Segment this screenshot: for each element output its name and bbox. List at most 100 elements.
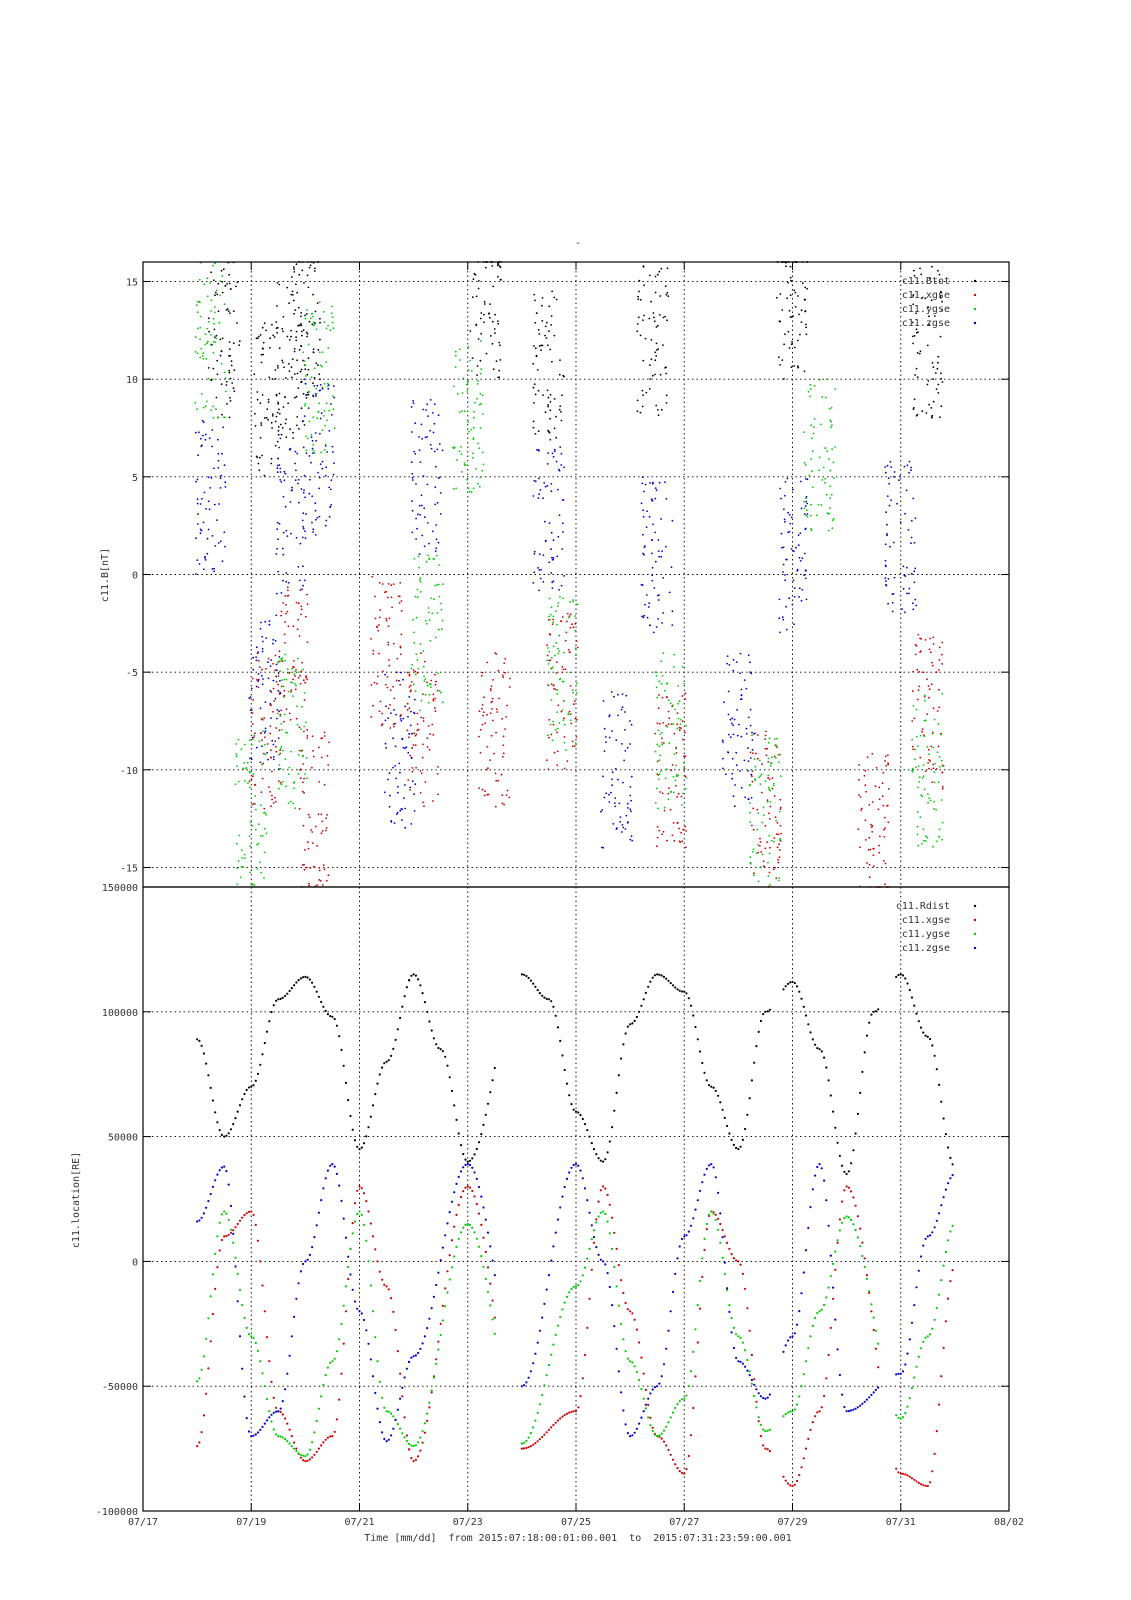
top-point <box>573 703 575 705</box>
top-point <box>485 352 488 355</box>
top-point <box>221 452 223 455</box>
bottom-point <box>755 1406 758 1409</box>
bottom-point <box>293 1447 296 1450</box>
top-point <box>301 519 304 522</box>
bottom-point <box>581 1177 584 1180</box>
bottom-point <box>712 1166 715 1169</box>
top-point <box>284 595 287 597</box>
top-point <box>575 640 578 642</box>
bottom-point <box>290 1435 293 1438</box>
top-point <box>604 736 607 738</box>
top-point <box>211 568 214 570</box>
top-point <box>255 646 258 649</box>
bottom-point <box>250 1435 253 1438</box>
top-point <box>790 516 793 519</box>
top-point <box>756 757 759 760</box>
top-point <box>323 783 326 786</box>
top-point <box>214 545 217 547</box>
top-point <box>206 277 209 280</box>
bottom-point <box>863 1051 866 1054</box>
top-point <box>678 840 681 843</box>
top-point <box>504 728 506 730</box>
top-point <box>555 436 558 439</box>
top-point <box>277 683 280 686</box>
top-point <box>903 611 906 614</box>
bottom-point <box>705 1222 708 1226</box>
top-point <box>225 380 228 383</box>
bottom-point <box>755 1400 758 1403</box>
top-point <box>434 636 437 639</box>
top-point <box>474 401 476 404</box>
top-point <box>932 366 935 368</box>
bottom-point <box>680 1237 684 1241</box>
top-point <box>924 770 927 772</box>
top-point <box>267 661 269 664</box>
bottom-point <box>854 1132 857 1135</box>
top-point <box>758 776 761 779</box>
top-point <box>640 502 643 505</box>
bottom-point <box>629 1435 632 1438</box>
bottom-point <box>782 1350 785 1353</box>
bottom-point <box>768 1428 772 1431</box>
bottom-point <box>196 1445 199 1448</box>
top-point <box>641 482 644 485</box>
bottom-point <box>689 1004 693 1007</box>
bottom-point <box>523 1384 526 1387</box>
top-point <box>656 349 658 351</box>
top-point <box>275 663 278 666</box>
bottom-point <box>629 1023 632 1026</box>
top-point <box>549 348 551 351</box>
top-point <box>204 333 207 335</box>
bottom-point <box>574 1110 578 1113</box>
top-point <box>301 790 304 793</box>
top-point <box>427 701 430 704</box>
top-point <box>269 702 272 705</box>
bottom-point <box>270 1380 273 1383</box>
top-point <box>790 279 792 282</box>
top-point <box>732 658 735 661</box>
top-point <box>546 654 549 657</box>
top-point <box>254 425 257 427</box>
bottom-point <box>471 1157 474 1160</box>
top-point <box>205 357 208 360</box>
top-point <box>325 327 328 330</box>
bottom-point <box>392 1415 395 1418</box>
top-point <box>642 265 645 268</box>
bottom-point <box>232 1241 235 1244</box>
top-point <box>489 335 492 337</box>
top-point <box>283 366 285 369</box>
bottom-point <box>250 1335 253 1338</box>
bottom-point <box>252 1084 255 1087</box>
top-point <box>288 766 291 769</box>
bottom-point <box>556 1324 560 1327</box>
top-y-tick-label: 5 <box>132 473 138 484</box>
top-point <box>898 479 900 482</box>
top-point <box>548 431 551 434</box>
bottom-point <box>284 1388 287 1391</box>
top-point <box>203 283 206 286</box>
top-point <box>650 358 653 361</box>
top-point <box>301 661 303 664</box>
bottom-point <box>419 1436 422 1439</box>
bottom-point <box>766 1448 769 1451</box>
top-point <box>199 532 202 535</box>
top-point <box>300 488 303 490</box>
top-point <box>558 408 561 411</box>
bottom-point <box>852 1223 855 1226</box>
top-point <box>735 764 738 767</box>
top-point <box>548 561 551 564</box>
top-point <box>465 383 468 386</box>
top-point <box>667 723 670 725</box>
top-point <box>919 651 921 654</box>
bottom-point <box>459 1231 463 1234</box>
top-point <box>294 675 296 677</box>
top-point <box>319 317 321 320</box>
bottom-point <box>477 1212 481 1215</box>
bottom-point <box>836 1239 839 1242</box>
top-point <box>481 723 484 726</box>
top-point <box>372 704 374 707</box>
bottom-point <box>243 1316 246 1320</box>
top-point <box>331 321 334 324</box>
top-point <box>285 612 287 615</box>
